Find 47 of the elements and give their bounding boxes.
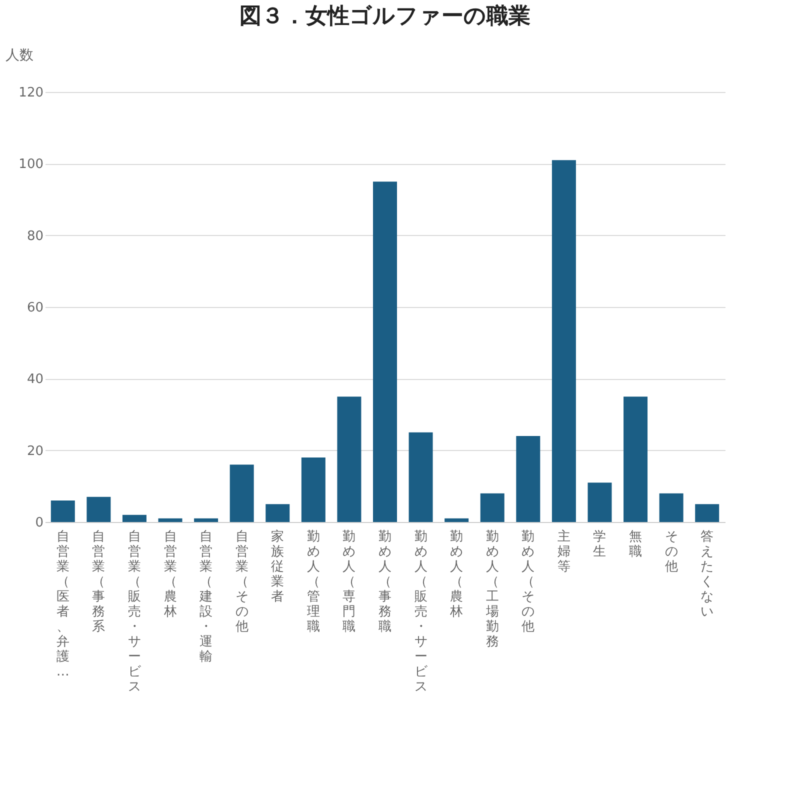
- x-tick-label: 勤め人（事務職: [378, 530, 392, 634]
- category-label: 自営業（医者、弁護…: [56, 530, 70, 680]
- y-tick-label: 0: [35, 516, 44, 530]
- bar: [552, 160, 576, 522]
- x-tick-label: 勤め人（管理職: [306, 530, 320, 634]
- x-tick-label: 自営業（農林: [162, 530, 177, 620]
- bar: [588, 482, 612, 522]
- bar: [659, 493, 684, 522]
- bar: [301, 458, 326, 522]
- category-label: 自営業（販売・サービス: [128, 530, 141, 694]
- x-tick-label: 学生: [593, 530, 606, 560]
- x-tick-label: 答えたくない: [700, 530, 714, 620]
- x-tick-label: その他: [664, 530, 678, 574]
- bar: [480, 493, 504, 522]
- x-tick-label: 勤め人（工場勤務: [484, 530, 499, 650]
- bar: [158, 518, 182, 522]
- x-tick-label: 勤め人（その他: [522, 530, 535, 634]
- bar: [266, 504, 290, 522]
- bar: [50, 500, 75, 522]
- x-tick-label: 自営業（その他: [235, 530, 248, 634]
- bar: [408, 432, 433, 522]
- y-tick-label: 120: [18, 86, 44, 100]
- bar: [444, 518, 469, 522]
- bar: [337, 396, 362, 522]
- x-tick-label: 主婦等: [557, 528, 570, 574]
- category-label: 勤め人（販売・サービス: [414, 530, 428, 694]
- x-tick-label: 自営業（事務系: [92, 530, 106, 634]
- y-tick-label: 100: [18, 157, 44, 172]
- category-label: 自営業（建設・運輸: [200, 530, 213, 664]
- bar: [373, 182, 397, 522]
- x-tick-label: 勤め人（農林: [449, 530, 464, 620]
- x-tick-label: 家族従業者: [271, 528, 284, 604]
- chart-title: 図３．女性ゴルファーの職業: [240, 4, 530, 29]
- y-tick-label: 40: [26, 372, 44, 388]
- y-tick-label: 20: [26, 444, 44, 459]
- bar: [194, 518, 218, 522]
- bar: [86, 496, 111, 522]
- y-tick-label: 80: [26, 228, 44, 244]
- y-axis-title: 人数: [6, 48, 34, 64]
- bar: [230, 464, 254, 522]
- y-tick-label: 60: [26, 300, 44, 316]
- x-tick-label: 無職: [629, 530, 642, 560]
- x-tick-label: 勤め人（専門職: [342, 530, 356, 634]
- bar: [695, 504, 720, 522]
- bar: [516, 436, 540, 522]
- bar: [624, 396, 648, 522]
- bar: [122, 514, 146, 522]
